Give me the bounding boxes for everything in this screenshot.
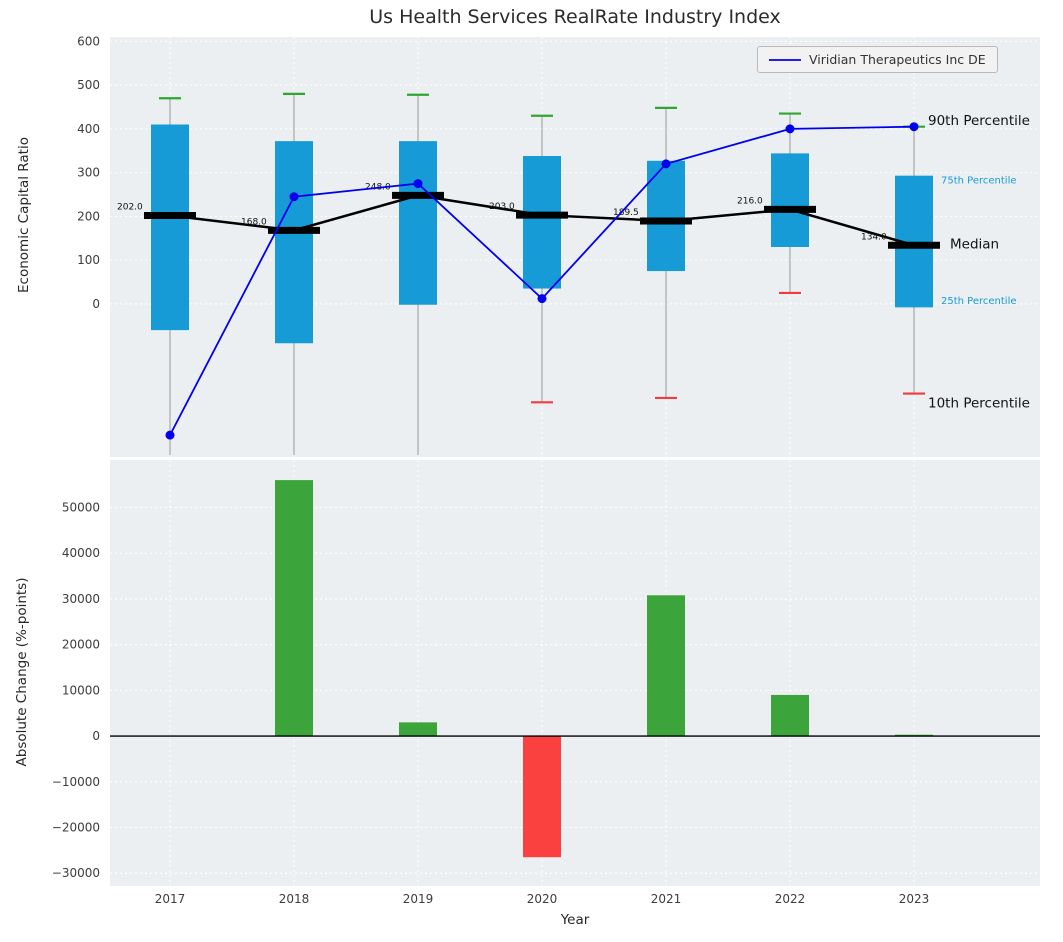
company-point-2021 xyxy=(661,159,671,169)
ytick-label-bottom-10000: 10000 xyxy=(62,683,100,697)
box-2017 xyxy=(151,124,189,331)
median-label-2023: 134.0 xyxy=(861,232,887,242)
company-point-2018 xyxy=(289,192,299,202)
company-point-2020 xyxy=(537,294,547,304)
x-axis-label: Year xyxy=(560,912,590,928)
bar-2023 xyxy=(895,734,933,737)
ytick-label-bottom--20000: −20000 xyxy=(52,820,100,834)
median-label-2017: 202.0 xyxy=(117,203,143,213)
ytick-label-top-0: 0 xyxy=(92,297,100,311)
top-plot-area xyxy=(110,37,1040,457)
ytick-label-top-400: 400 xyxy=(77,122,100,136)
bottom-y-axis-label: Absolute Change (%-points) xyxy=(14,577,30,767)
company-point-2019 xyxy=(413,179,423,189)
box-2019 xyxy=(399,141,437,305)
legend-line-sample xyxy=(769,58,801,61)
ytick-label-bottom-0: 0 xyxy=(92,729,100,743)
xtick-label-2019: 2019 xyxy=(403,892,434,906)
ytick-label-bottom-50000: 50000 xyxy=(62,501,100,515)
xtick-label-2022: 2022 xyxy=(775,892,806,906)
box-2020 xyxy=(523,156,561,289)
median-label-2020: 203.0 xyxy=(489,202,515,212)
annotation-10th-percentile: 10th Percentile xyxy=(928,395,1030,411)
ytick-label-bottom-30000: 30000 xyxy=(62,592,100,606)
chart-title: Us Health Services RealRate Industry Ind… xyxy=(369,6,781,28)
company-point-2023 xyxy=(909,122,919,132)
median-label-2021: 189.5 xyxy=(613,208,639,218)
bar-2022 xyxy=(771,694,809,737)
company-point-2017 xyxy=(165,430,175,440)
ytick-label-top-600: 600 xyxy=(77,34,100,48)
median-label-2022: 216.0 xyxy=(737,196,763,206)
bar-2020 xyxy=(523,736,561,858)
bar-2018 xyxy=(275,480,313,737)
bar-2019 xyxy=(399,722,437,737)
xtick-label-2018: 2018 xyxy=(279,892,310,906)
ytick-label-bottom-20000: 20000 xyxy=(62,638,100,652)
xtick-label-2017: 2017 xyxy=(155,892,186,906)
xtick-label-2020: 2020 xyxy=(527,892,558,906)
ytick-label-bottom--10000: −10000 xyxy=(52,775,100,789)
ytick-label-top-200: 200 xyxy=(77,209,100,223)
median-label-2018: 168.0 xyxy=(241,217,267,227)
annotation-25th-percentile: 25th Percentile xyxy=(941,296,1017,307)
top-y-axis-label: Economic Capital Ratio xyxy=(16,137,32,293)
bar-2021 xyxy=(647,595,685,737)
xtick-label-2021: 2021 xyxy=(651,892,682,906)
annotation-median: Median xyxy=(950,237,999,253)
ytick-label-top-300: 300 xyxy=(77,166,100,180)
company-point-2022 xyxy=(785,124,795,134)
legend-label: Viridian Therapeutics Inc DE xyxy=(809,52,986,67)
legend: Viridian Therapeutics Inc DE xyxy=(757,46,998,73)
box-2018 xyxy=(275,141,313,344)
xtick-label-2023: 2023 xyxy=(899,892,930,906)
ytick-label-top-100: 100 xyxy=(77,253,100,267)
bottom-plot-area xyxy=(110,460,1040,886)
ytick-label-bottom--30000: −30000 xyxy=(52,866,100,880)
ytick-label-top-500: 500 xyxy=(77,78,100,92)
box-2021 xyxy=(647,160,685,272)
ytick-label-bottom-40000: 40000 xyxy=(62,546,100,560)
annotation-90th-percentile: 90th Percentile xyxy=(928,113,1030,129)
box-2022 xyxy=(771,153,809,247)
annotation-75th-percentile: 75th Percentile xyxy=(941,176,1017,187)
